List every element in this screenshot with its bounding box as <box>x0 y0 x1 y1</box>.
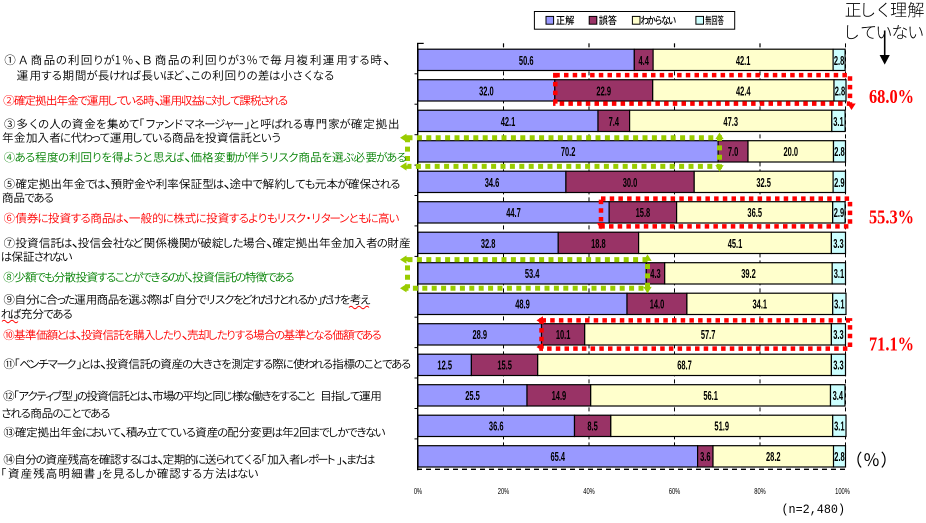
svg-text:15.8: 15.8 <box>636 207 651 220</box>
svg-text:40%: 40% <box>583 486 595 497</box>
svg-text:3.4: 3.4 <box>833 390 844 403</box>
svg-text:42.4: 42.4 <box>736 86 751 99</box>
svg-text:10.1: 10.1 <box>556 329 571 342</box>
svg-text:34.1: 34.1 <box>753 299 768 312</box>
svg-text:51.9: 51.9 <box>714 421 729 434</box>
svg-text:32.8: 32.8 <box>481 238 496 251</box>
svg-text:3.3: 3.3 <box>833 360 844 373</box>
svg-text:30.0: 30.0 <box>623 177 638 190</box>
svg-text:7.4: 7.4 <box>609 116 620 129</box>
svg-text:36.6: 36.6 <box>489 421 504 434</box>
svg-text:48.9: 48.9 <box>515 299 530 312</box>
svg-text:57.7: 57.7 <box>701 329 716 342</box>
svg-text:(n=2,480): (n=2,480) <box>782 503 846 518</box>
svg-text:36.5: 36.5 <box>747 207 762 220</box>
svg-text:56.1: 56.1 <box>703 390 718 403</box>
svg-text:50.6: 50.6 <box>519 55 534 68</box>
svg-text:55.3%: 55.3% <box>869 206 914 228</box>
svg-text:4.3: 4.3 <box>650 268 661 281</box>
svg-text:2.8: 2.8 <box>834 451 845 464</box>
svg-text:47.3: 47.3 <box>723 116 738 129</box>
svg-text:53.4: 53.4 <box>525 268 540 281</box>
svg-text:3.1: 3.1 <box>834 268 845 281</box>
svg-text:12.5: 12.5 <box>437 360 452 373</box>
svg-text:68.7: 68.7 <box>677 360 692 373</box>
svg-text:32.0: 32.0 <box>479 86 494 99</box>
svg-text:68.0%: 68.0% <box>869 86 914 108</box>
svg-text:8.5: 8.5 <box>587 421 598 434</box>
svg-text:28.2: 28.2 <box>766 451 781 464</box>
svg-text:18.8: 18.8 <box>591 238 606 251</box>
svg-text:71.1%: 71.1% <box>869 333 914 355</box>
svg-text:60%: 60% <box>669 486 681 497</box>
svg-text:3.1: 3.1 <box>834 299 845 312</box>
svg-text:2.9: 2.9 <box>834 177 845 190</box>
svg-text:7.0: 7.0 <box>728 146 739 159</box>
svg-text:42.1: 42.1 <box>501 116 516 129</box>
svg-text:2.8: 2.8 <box>834 146 845 159</box>
svg-text:25.5: 25.5 <box>465 390 480 403</box>
svg-text:28.9: 28.9 <box>473 329 488 342</box>
svg-text:80%: 80% <box>754 486 766 497</box>
svg-text:2.9: 2.9 <box>834 207 845 220</box>
svg-text:3.3: 3.3 <box>833 329 844 342</box>
svg-text:2.8: 2.8 <box>835 86 846 99</box>
svg-text:42.1: 42.1 <box>736 55 751 68</box>
svg-text:4.4: 4.4 <box>638 55 649 68</box>
svg-text:3.6: 3.6 <box>700 451 711 464</box>
svg-text:34.6: 34.6 <box>485 177 500 190</box>
svg-text:14.9: 14.9 <box>552 390 567 403</box>
svg-text:3.1: 3.1 <box>833 116 844 129</box>
svg-text:100%: 100% <box>835 486 850 497</box>
svg-text:44.7: 44.7 <box>506 207 521 220</box>
svg-text:15.5: 15.5 <box>497 360 512 373</box>
svg-text:65.4: 65.4 <box>551 451 566 464</box>
svg-text:20.0: 20.0 <box>784 146 799 159</box>
svg-text:3.1: 3.1 <box>834 421 845 434</box>
svg-text:14.0: 14.0 <box>650 299 665 312</box>
svg-text:2.8: 2.8 <box>834 55 845 68</box>
svg-text:45.1: 45.1 <box>728 238 743 251</box>
svg-text:3.3: 3.3 <box>833 238 844 251</box>
svg-text:39.2: 39.2 <box>741 268 756 281</box>
svg-text:20%: 20% <box>498 486 510 497</box>
svg-text:70.2: 70.2 <box>561 146 576 159</box>
svg-text:32.5: 32.5 <box>756 177 771 190</box>
svg-text:0%: 0% <box>414 486 423 497</box>
svg-text:22.9: 22.9 <box>596 86 611 99</box>
